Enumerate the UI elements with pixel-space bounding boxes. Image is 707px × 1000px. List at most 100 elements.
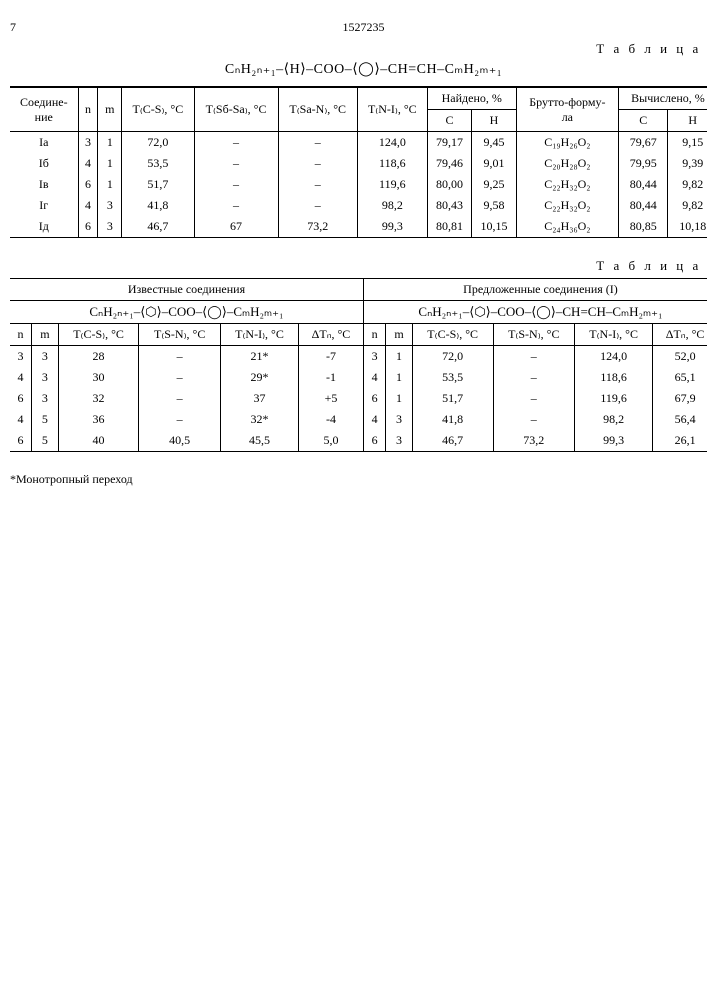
table-row: Iг4341,8––98,280,439,58C₂₂H₃₂O₂80,449,82 [10, 195, 707, 216]
cell: 5,0 [299, 430, 364, 451]
cell: 3 [386, 430, 413, 451]
table1-label: Т а б л и ц а 1 [10, 41, 707, 57]
cell: 3 [386, 409, 413, 430]
cell: – [139, 367, 221, 388]
cell: 46,7 [412, 430, 493, 451]
cell: 9,45 [472, 132, 517, 153]
cell: 80,44 [618, 174, 668, 195]
cell: 51,7 [122, 174, 194, 195]
cell: 80,85 [618, 216, 668, 237]
cell: – [139, 346, 221, 367]
cell: 36 [58, 409, 139, 430]
table-row: 654040,545,55,06346,773,299,326,1 [10, 430, 707, 451]
t1-found-h: H [472, 110, 517, 132]
cell: 1 [386, 388, 413, 409]
cell: Iа [10, 132, 78, 153]
cell: 4 [78, 153, 98, 174]
t1-col-n: n [78, 88, 98, 131]
cell: 3 [98, 195, 122, 216]
t1-col-tni: T₍N-I₎, °C [357, 88, 427, 131]
cell: 30 [58, 367, 139, 388]
cell: 6 [363, 430, 385, 451]
cell: 4 [363, 409, 385, 430]
cell: 9,01 [472, 153, 517, 174]
t2p-tsn: T₍S-N₎, °C [493, 324, 575, 346]
cell: 98,2 [357, 195, 427, 216]
cell: 10,15 [472, 216, 517, 237]
cell: 26,1 [653, 430, 707, 451]
cell: 6 [363, 388, 385, 409]
page-left: 7 [10, 20, 16, 35]
t2p-n: n [363, 324, 385, 346]
table-row: 6332–37+56151,7–119,667,9 [10, 388, 707, 409]
t1-col-compound: Соедине- ние [10, 88, 78, 131]
cell: 32 [58, 388, 139, 409]
cell: – [493, 367, 575, 388]
t1-col-calc: Вычислено, % [618, 88, 707, 110]
cell: 32* [220, 409, 298, 430]
t2k-m: m [32, 324, 59, 346]
t2p-dt: ΔTₙ, °C [653, 324, 707, 346]
cell: 41,8 [122, 195, 194, 216]
t1-col-m: m [98, 88, 122, 131]
cell: 119,6 [575, 388, 653, 409]
cell: 3 [363, 346, 385, 367]
cell: 4 [10, 409, 32, 430]
t2k-tcs: T₍C-S₎, °C [58, 324, 139, 346]
cell: 3 [32, 388, 59, 409]
cell: 3 [78, 132, 98, 153]
t2p-m: m [386, 324, 413, 346]
cell: 79,95 [618, 153, 668, 174]
cell: 65,1 [653, 367, 707, 388]
cell: 6 [78, 216, 98, 237]
cell: 9,82 [668, 195, 707, 216]
cell: 1 [386, 346, 413, 367]
cell: 5 [32, 409, 59, 430]
cell: Iб [10, 153, 78, 174]
cell: 80,00 [427, 174, 472, 195]
cell: 67 [194, 216, 278, 237]
cell: 10,18 [668, 216, 707, 237]
cell: 80,81 [427, 216, 472, 237]
cell: 98,2 [575, 409, 653, 430]
cell: 9,25 [472, 174, 517, 195]
cell: 4 [363, 367, 385, 388]
t1-found-c: C [427, 110, 472, 132]
cell: 80,44 [618, 195, 668, 216]
t1-col-tsbsa: T₍Sб-Sа₎, °C [194, 88, 278, 131]
cell: 73,2 [493, 430, 575, 451]
table-row: 4536–32*-44341,8–98,256,4 [10, 409, 707, 430]
table-row: Iб4153,5––118,679,469,01C₂₀H₂₈O₂79,959,3… [10, 153, 707, 174]
cell: 56,4 [653, 409, 707, 430]
cell: 37 [220, 388, 298, 409]
cell: 118,6 [357, 153, 427, 174]
cell: 5 [32, 430, 59, 451]
cell: Iд [10, 216, 78, 237]
t1-col-tsam: T₍Sа-N₎, °C [278, 88, 357, 131]
cell: 1 [98, 153, 122, 174]
cell: 45,5 [220, 430, 298, 451]
cell: 41,8 [412, 409, 493, 430]
cell: – [194, 132, 278, 153]
cell: 53,5 [412, 367, 493, 388]
table-row: Iд6346,76773,299,380,8110,15C₂₄H₃₆O₂80,8… [10, 216, 707, 237]
cell: C₂₀H₂₈O₂ [516, 153, 618, 174]
cell: – [194, 153, 278, 174]
cell: 67,9 [653, 388, 707, 409]
cell: 99,3 [357, 216, 427, 237]
cell: 40,5 [139, 430, 221, 451]
cell: 3 [32, 367, 59, 388]
cell: 124,0 [357, 132, 427, 153]
cell: 9,15 [668, 132, 707, 153]
cell: 6 [10, 430, 32, 451]
t1-calc-h: H [668, 110, 707, 132]
t2k-n: n [10, 324, 32, 346]
cell: 53,5 [122, 153, 194, 174]
cell: Iг [10, 195, 78, 216]
cell: 79,17 [427, 132, 472, 153]
table-row: 4330–29*-14153,5–118,665,1 [10, 367, 707, 388]
cell: 3 [98, 216, 122, 237]
t1-calc-c: C [618, 110, 668, 132]
cell: 1 [98, 174, 122, 195]
t1-col-brutto: Брутто-форму- ла [516, 88, 618, 131]
